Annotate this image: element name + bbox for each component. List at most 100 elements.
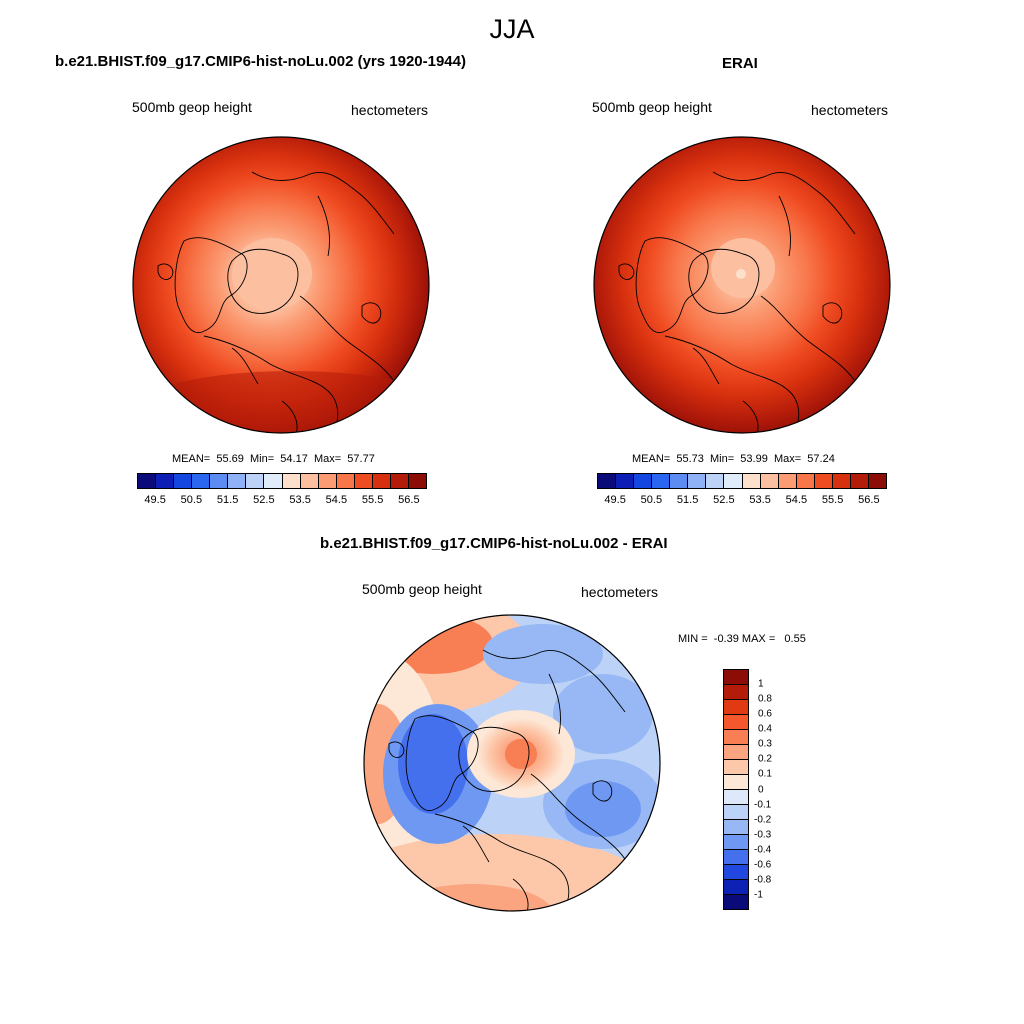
colorbar-tick-label: 52.5 — [253, 494, 275, 506]
colorbar-swatch — [724, 745, 748, 760]
colorbar-swatch — [724, 850, 748, 865]
colorbar-tick-label: 50.5 — [180, 494, 203, 506]
obs-units-label: hectometers — [811, 102, 889, 118]
colorbar-swatch — [742, 474, 761, 488]
colorbar-tick-label: 49.5 — [144, 494, 166, 506]
colorbar-swatch — [282, 474, 301, 488]
colorbar-tick-label: 53.5 — [289, 494, 311, 506]
diff-units-label: hectometers — [581, 584, 659, 600]
colorbar-swatch — [210, 474, 229, 488]
diff-colorbar — [723, 669, 749, 910]
figure-title: JJA — [489, 14, 535, 44]
colorbar-tick-label: -0.2 — [754, 814, 772, 826]
colorbar-swatch — [634, 474, 653, 488]
colorbar-swatch — [724, 700, 748, 715]
obs-panel-title: ERAI — [722, 55, 758, 72]
colorbar-tick-label: -0.6 — [754, 859, 772, 871]
colorbar-swatch — [796, 474, 815, 488]
colorbar-swatch — [724, 474, 743, 488]
obs-colorbar-ticks: 49.5 50.5 51.5 52.5 53.5 54.5 55.5 56.5 — [597, 494, 887, 508]
colorbar-tick-label: 51.5 — [216, 494, 239, 506]
colorbar-tick-label: 55.5 — [361, 494, 384, 506]
colorbar-swatch — [778, 474, 797, 488]
colorbar-swatch — [724, 775, 748, 790]
colorbar-tick-label: 55.5 — [821, 494, 844, 506]
colorbar-tick-label: 56.5 — [858, 494, 880, 506]
colorbar-swatch — [850, 474, 869, 488]
colorbar-tick-label: 53.5 — [749, 494, 771, 506]
colorbar-swatch — [336, 474, 355, 488]
colorbar-swatch — [724, 865, 748, 880]
model-variable-label: 500mb geop height — [132, 99, 252, 115]
diff-polar-map — [363, 614, 661, 912]
colorbar-tick-label: 56.5 — [398, 494, 420, 506]
colorbar-tick-label: 54.5 — [785, 494, 808, 506]
colorbar-swatch — [724, 805, 748, 820]
model-units-label: hectometers — [351, 102, 429, 118]
colorbar-tick-label: -1 — [754, 889, 763, 901]
model-panel-title: b.e21.BHIST.f09_g17.CMIP6-hist-noLu.002 … — [55, 53, 466, 70]
obs-stats-line: MEAN= 55.73 Min= 53.99 Max= 57.24 — [632, 453, 835, 465]
colorbar-swatch — [192, 474, 211, 488]
colorbar-tick-label: 52.5 — [713, 494, 735, 506]
colorbar-swatch — [832, 474, 851, 488]
colorbar-swatch — [138, 474, 157, 488]
colorbar-swatch — [300, 474, 319, 488]
colorbar-swatch — [318, 474, 337, 488]
colorbar-swatch — [724, 880, 748, 895]
diff-panel-title: b.e21.BHIST.f09_g17.CMIP6-hist-noLu.002 … — [320, 535, 668, 552]
obs-variable-label: 500mb geop height — [592, 99, 712, 115]
diff-variable-label: 500mb geop height — [362, 581, 482, 597]
colorbar-tick-label: 0.2 — [758, 753, 772, 765]
colorbar-swatch — [174, 474, 193, 488]
model-stats-line: MEAN= 55.69 Min= 54.17 Max= 57.77 — [172, 453, 375, 465]
colorbar-swatch — [264, 474, 283, 488]
colorbar-tick-label: 51.5 — [676, 494, 699, 506]
diff-colorbar-ticks: 1 0.8 0.6 0.4 0.3 0.2 0.1 0 -0.1 -0.2 -0.3 -0.4 -0.6… — [754, 669, 794, 910]
colorbar-swatch — [724, 730, 748, 745]
colorbar-swatch — [616, 474, 635, 488]
colorbar-swatch — [724, 670, 748, 685]
colorbar-tick-label: 0.3 — [758, 738, 772, 750]
colorbar-tick-label: 0.6 — [758, 708, 772, 720]
colorbar-swatch — [724, 760, 748, 775]
colorbar-tick-label: 0 — [758, 784, 764, 795]
colorbar-swatch — [724, 835, 748, 850]
colorbar-swatch — [706, 474, 725, 488]
colorbar-swatch — [390, 474, 409, 488]
colorbar-swatch — [652, 474, 671, 488]
colorbar-swatch — [760, 474, 779, 488]
colorbar-swatch — [372, 474, 391, 488]
colorbar-swatch — [156, 474, 175, 488]
colorbar-tick-label: 0.1 — [758, 768, 772, 780]
model-colorbar — [137, 473, 427, 489]
colorbar-tick-label: 1 — [758, 678, 764, 690]
colorbar-swatch — [868, 474, 886, 488]
obs-polar-map — [593, 136, 891, 434]
colorbar-tick-label: -0.3 — [754, 829, 772, 841]
colorbar-swatch — [246, 474, 265, 488]
obs-colorbar — [597, 473, 887, 489]
model-polar-map — [132, 136, 430, 434]
colorbar-swatch — [670, 474, 689, 488]
colorbar-tick-label: -0.4 — [754, 844, 772, 856]
colorbar-tick-label: 54.5 — [325, 494, 348, 506]
colorbar-swatch — [724, 685, 748, 700]
colorbar-tick-label: -0.8 — [754, 874, 772, 886]
colorbar-swatch — [724, 820, 748, 835]
colorbar-swatch — [354, 474, 373, 488]
model-colorbar-ticks: 49.5 50.5 51.5 52.5 53.5 54.5 55.5 56.5 — [137, 494, 427, 508]
colorbar-tick-label: 0.4 — [758, 723, 772, 735]
colorbar-swatch — [724, 715, 748, 730]
colorbar-swatch — [724, 790, 748, 805]
colorbar-swatch — [228, 474, 247, 488]
colorbar-swatch — [724, 895, 748, 909]
colorbar-swatch — [598, 474, 617, 488]
colorbar-tick-label: -0.1 — [754, 799, 772, 811]
colorbar-swatch — [688, 474, 707, 488]
colorbar-tick-label: 49.5 — [604, 494, 626, 506]
colorbar-swatch — [408, 474, 426, 488]
colorbar-tick-label: 0.8 — [758, 693, 772, 705]
diff-stats-line: MIN = -0.39 MAX = 0.55 — [678, 633, 806, 645]
colorbar-swatch — [814, 474, 833, 488]
